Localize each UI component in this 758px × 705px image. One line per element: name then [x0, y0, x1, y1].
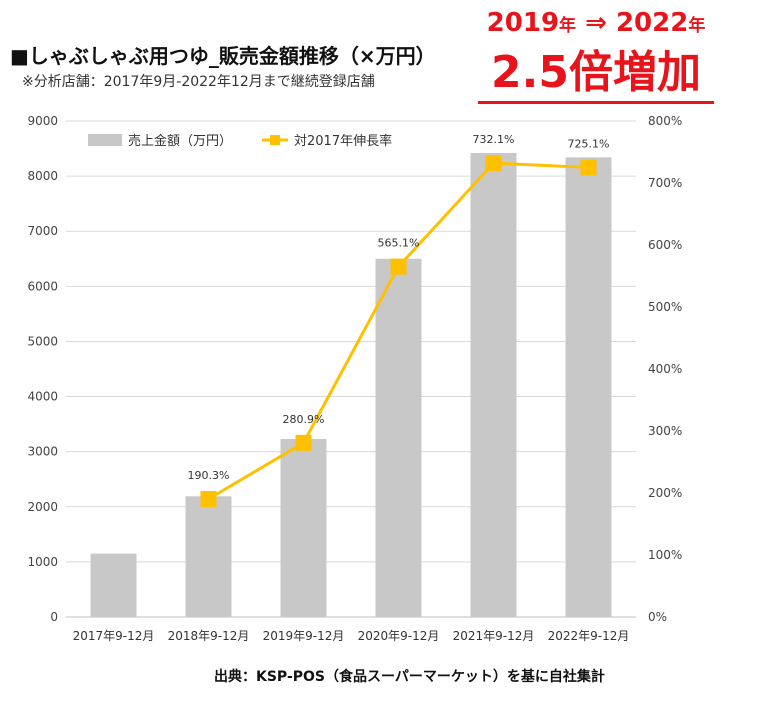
data-label: 280.9% — [283, 413, 325, 426]
x-tick-label: 2022年9-12月 — [548, 629, 630, 643]
y-left-tick-label: 0 — [50, 610, 58, 624]
x-tick-label: 2021年9-12月 — [453, 629, 535, 643]
y-right-tick-label: 0% — [648, 610, 667, 624]
data-label: 732.1% — [473, 133, 515, 146]
bar — [280, 438, 327, 617]
x-tick-label: 2019年9-12月 — [263, 629, 345, 643]
legend-bar-label: 売上金額（万円） — [128, 133, 232, 149]
y-right-tick-label: 400% — [648, 362, 682, 376]
bar — [470, 152, 517, 617]
line-marker — [485, 155, 502, 172]
bar — [90, 553, 137, 617]
legend-line-label: 対2017年伸長率 — [294, 133, 392, 149]
x-tick-label: 2017年9-12月 — [73, 629, 155, 643]
headline-year-unit-2: 年 — [688, 16, 706, 36]
headline-arrow: ⇒ — [576, 8, 616, 38]
headline-to-year: 2022 — [615, 8, 689, 38]
y-right-tick-label: 600% — [648, 238, 682, 252]
headline-year-unit: 年 — [559, 16, 577, 36]
data-label: 190.3% — [188, 469, 230, 482]
y-left-tick-label: 9000 — [27, 114, 58, 128]
legend-line-marker — [270, 135, 280, 145]
data-label: 725.1% — [568, 137, 610, 150]
line-marker — [390, 258, 407, 275]
x-tick-label: 2020年9-12月 — [358, 629, 440, 643]
y-right-tick-label: 300% — [648, 424, 682, 438]
bar — [185, 496, 232, 617]
headline-from-year: 2019 — [486, 8, 560, 38]
y-right-tick-label: 800% — [648, 114, 682, 128]
chart-title: ■しゃぶしゃぶ用つゆ_販売金額推移（×万円） — [10, 44, 436, 68]
y-left-tick-label: 5000 — [27, 334, 58, 348]
y-left-tick-label: 6000 — [27, 279, 58, 293]
line-marker — [200, 491, 217, 508]
chart-subtitle: ※分析店舗：2017年9月-2022年12月まで継続登録店舗 — [22, 74, 375, 90]
headline-result: 2.5倍増加 — [478, 47, 714, 104]
y-left-tick-label: 1000 — [27, 555, 58, 569]
y-left-tick-label: 7000 — [27, 224, 58, 238]
y-right-tick-label: 500% — [648, 300, 682, 314]
data-label: 565.1% — [378, 237, 420, 250]
y-right-tick-label: 700% — [648, 176, 682, 190]
combo-chart: 0 1000 2000 3000 4000 5000 6000 7000 8000 9000 0% 1… — [27, 114, 682, 643]
y-left-tick-label: 3000 — [27, 445, 58, 459]
y-right-tick-label: 200% — [648, 486, 682, 500]
bar — [565, 157, 612, 617]
y-left-tick-label: 4000 — [27, 390, 58, 404]
y-right-tick-label: 100% — [648, 548, 682, 562]
headline-period: 2019年 ⇒ 2022年 — [478, 8, 714, 41]
legend-bar-swatch — [88, 134, 122, 146]
y-left-tick-label: 8000 — [27, 169, 58, 183]
bar — [375, 258, 422, 617]
source-note: 出典：KSP-POS（食品スーパーマーケット）を基に自社集計 — [214, 669, 605, 685]
y-left-tick-label: 2000 — [27, 500, 58, 514]
headline-callout: 2019年 ⇒ 2022年 2.5倍増加 — [478, 8, 714, 104]
x-tick-label: 2018年9-12月 — [168, 629, 250, 643]
line-marker — [295, 434, 312, 451]
line-marker — [580, 159, 597, 176]
